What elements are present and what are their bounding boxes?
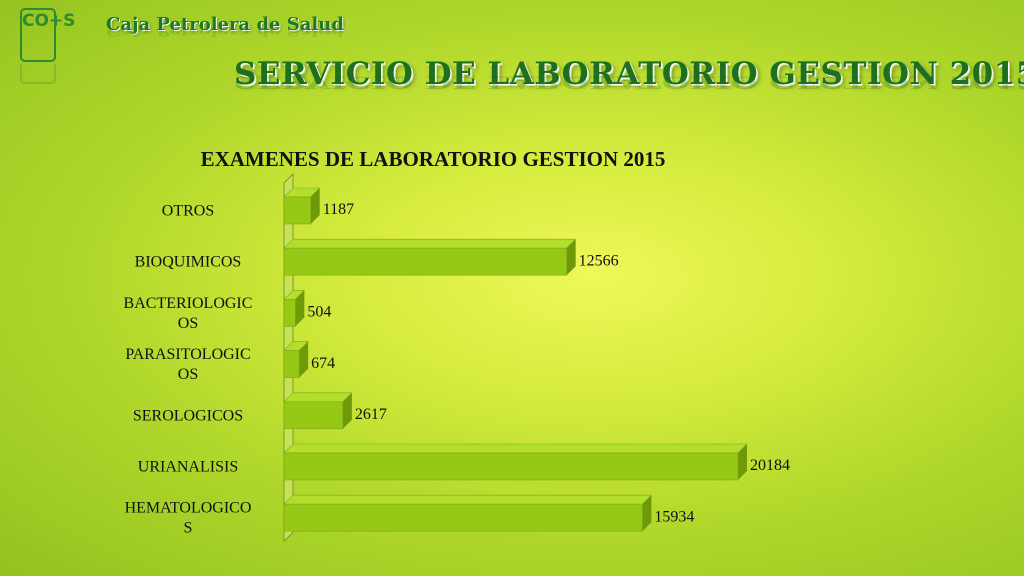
value-label: 2617 [355, 406, 387, 423]
bar [283, 238, 577, 276]
cps-logo-reflection [20, 64, 56, 84]
bar [283, 187, 321, 225]
value-label: 20184 [750, 457, 790, 474]
bar-front-face [283, 401, 344, 430]
bar [283, 290, 306, 327]
bar [283, 341, 309, 378]
value-label: 674 [311, 355, 335, 372]
bar-top-face [283, 494, 653, 505]
value-label: 1187 [323, 201, 354, 218]
chart-title: EXAMENES DE LABORATORIO GESTION 2015 [201, 147, 666, 171]
category-label-line: URIANALISIS [138, 459, 238, 476]
bar-front-face [283, 452, 739, 481]
bar-front-face [283, 196, 311, 225]
value-label: 15934 [654, 508, 694, 525]
bar [283, 494, 653, 532]
page-title: SERVICIO DE LABORATORIO GESTION 2015 [234, 56, 1024, 92]
bar-side-face [738, 444, 747, 480]
category-label-line: PARASITOLOGIC [125, 346, 250, 363]
category-label-line: S [184, 520, 193, 537]
bar-top-face [283, 443, 748, 454]
category-label: URIANALISIS [138, 459, 238, 476]
category-label-line: BACTERIOLOGIC [124, 295, 253, 312]
bar-front-face [283, 299, 296, 327]
category-label: BIOQUIMICOS [135, 254, 242, 271]
category-label-line: OS [178, 366, 198, 383]
bar-top-face [283, 392, 353, 403]
category-label: HEMATOLOGICO S [125, 500, 252, 537]
bar-side-face [295, 290, 305, 327]
value-label: 12566 [579, 252, 619, 269]
bar-top-face [283, 238, 577, 249]
bar-front-face [283, 350, 300, 378]
bar-front-face [283, 247, 567, 276]
bar-side-face [566, 239, 576, 276]
category-label: OTROS [162, 203, 214, 220]
category-label: BACTERIOLOGIC OS [124, 295, 253, 332]
category-label-line: OTROS [162, 203, 214, 220]
category-label-line: OS [178, 315, 198, 332]
bar-side-face [310, 188, 320, 224]
category-label-line: SEROLOGICOS [133, 407, 243, 424]
chart-bars [283, 187, 748, 532]
category-label: SEROLOGICOS [133, 407, 243, 424]
category-label-line: HEMATOLOGICO [125, 500, 252, 517]
value-label: 504 [307, 304, 331, 321]
category-label: PARASITOLOGIC OS [125, 346, 250, 383]
bar-side-face [642, 495, 652, 532]
bar-front-face [283, 503, 643, 532]
bar [283, 392, 353, 430]
category-label-line: BIOQUIMICOS [135, 254, 242, 271]
chart-value-labels: 1187 12566 504 674 2617 20184 15934 [307, 201, 790, 525]
bar-side-face [342, 392, 352, 429]
org-name: Caja Petrolera de Salud [106, 14, 344, 35]
bar-side-face [299, 341, 309, 378]
bar [283, 443, 748, 481]
